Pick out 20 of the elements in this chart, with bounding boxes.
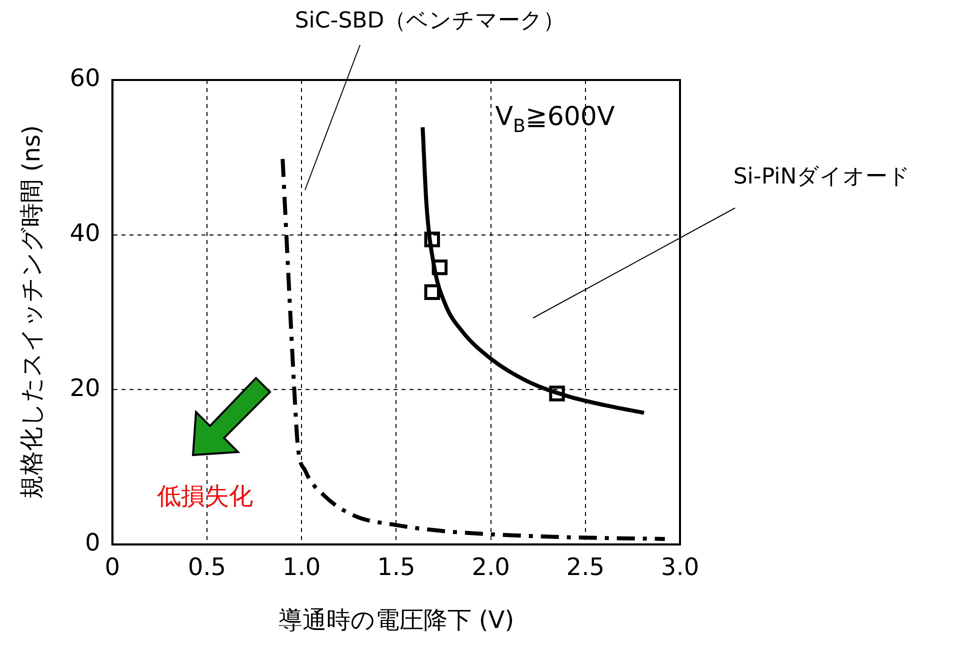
- y-tick-label: 0: [85, 528, 100, 557]
- point: [424, 232, 440, 248]
- x-tick-label: 1.0: [282, 553, 321, 582]
- x-tick-label: 2.0: [472, 553, 510, 582]
- x-axis-title: 導通時の電圧降下 (V): [278, 606, 514, 634]
- y-tick-label: 60: [70, 64, 100, 92]
- point: [549, 386, 565, 402]
- text: SiC-SBD（ベンチマーク）: [294, 8, 566, 34]
- x-tick-label: 3.0: [660, 553, 700, 582]
- x-tick-label: 0.5: [188, 553, 226, 582]
- point: [432, 259, 448, 276]
- y-axis-title: 規格化したスイッチング時間 (ns): [18, 125, 46, 500]
- y-tick-label: 40: [70, 219, 100, 248]
- y-tick-label: 20: [70, 374, 100, 402]
- text: Si-PiNダイオード: [733, 164, 911, 190]
- x-tick-label: 1.5: [377, 553, 416, 582]
- x-tick-label: 0: [104, 553, 120, 582]
- point: [424, 284, 440, 300]
- annotation: 低損失化: [157, 482, 253, 510]
- x-tick-label: 2.5: [566, 553, 604, 582]
